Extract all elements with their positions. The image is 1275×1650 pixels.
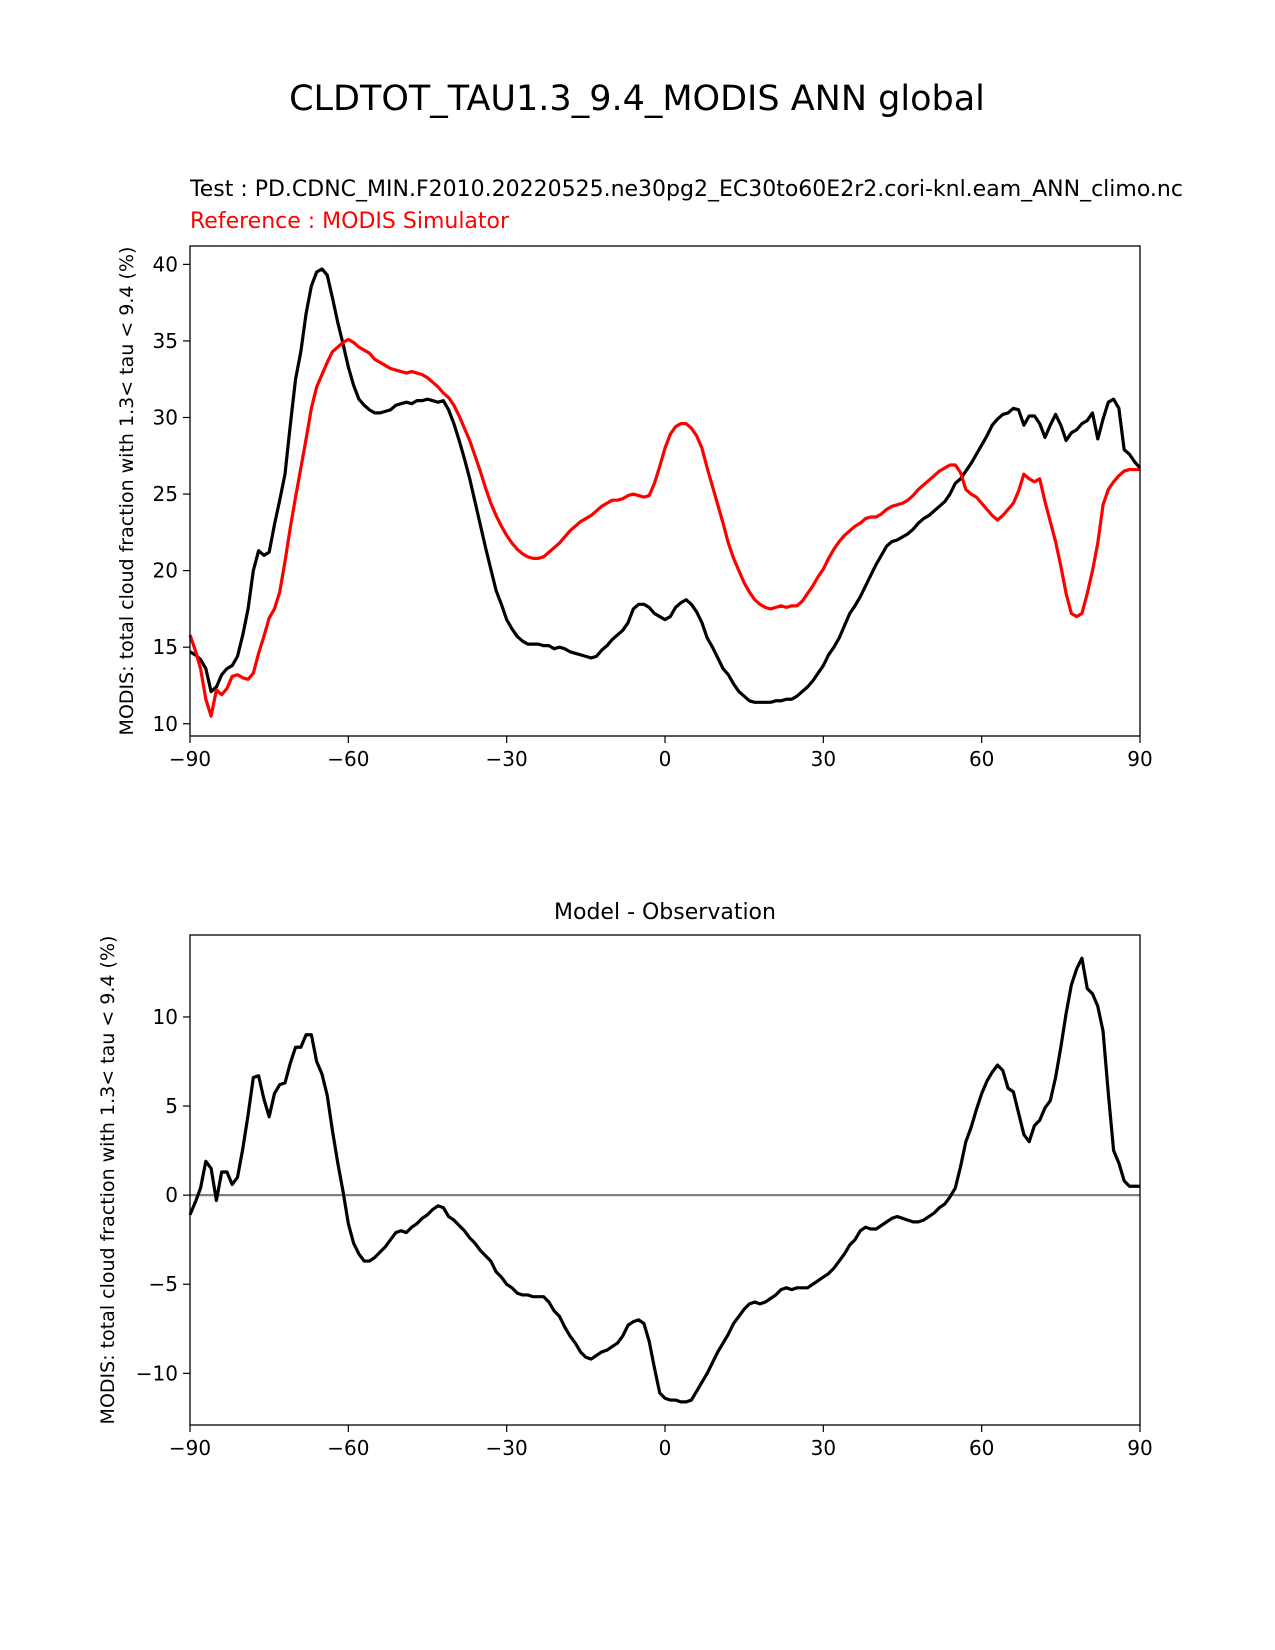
bottom-plot-frame (189, 934, 1141, 1426)
top-series (188, 267, 1142, 718)
bottom-y-tick-label: −5 (149, 1272, 178, 1296)
bottom-series (188, 956, 1140, 1404)
top-y-tick-label: 30 (153, 406, 178, 430)
top-x-tick-label: −90 (169, 747, 211, 771)
top-y-tick-label: 35 (153, 329, 178, 353)
top-y-axis-label: MODIS: total cloud fraction with 1.3< ta… (116, 247, 138, 736)
top-y-tick-label: 25 (153, 482, 178, 506)
bottom-x-tick-label: 60 (969, 1436, 994, 1460)
top-x-tick-label: −30 (486, 747, 528, 771)
figure-title: CLDTOT_TAU1.3_9.4_MODIS ANN global (289, 79, 985, 119)
bottom-panel-title: Model - Observation (554, 900, 776, 925)
bottom-panel: Model - Observation MODIS: total cloud f… (97, 900, 1153, 1460)
top-plot-frame (189, 245, 1141, 737)
top-y-tick-label: 20 (153, 559, 178, 583)
bottom-y-tick-label: 5 (165, 1094, 178, 1118)
bottom-y-axis-label: MODIS: total cloud fraction with 1.3< ta… (97, 936, 119, 1425)
top-x-tick-label: −60 (327, 747, 369, 771)
bottom-series-line-0 (188, 956, 1140, 1404)
top-y-tick-label: 15 (153, 635, 178, 659)
reference-label: Reference : MODIS Simulator (190, 209, 510, 234)
bottom-x-tick-label: 0 (659, 1436, 672, 1460)
bottom-x-tick-label: 30 (811, 1436, 836, 1460)
top-series-line-1 (188, 337, 1140, 718)
top-x-tick-label: 30 (811, 747, 836, 771)
bottom-x-tick-label: −90 (169, 1436, 211, 1460)
bottom-axis-ticks: −90 −60 −30 0 30 60 90 −10 −5 0 5 10 (136, 1005, 1153, 1460)
bottom-x-tick-label: 90 (1127, 1436, 1152, 1460)
top-y-tick-label: 10 (153, 712, 178, 736)
top-axis-ticks: −90 −60 −30 0 30 60 90 10 15 20 25 30 35 40 (153, 252, 1153, 771)
test-label: Test : PD.CDNC_MIN.F2010.20220525.ne30pg… (189, 177, 1183, 202)
top-x-tick-label: 90 (1127, 747, 1152, 771)
bottom-y-tick-label: 0 (165, 1183, 178, 1207)
top-panel: Test : PD.CDNC_MIN.F2010.20220525.ne30pg… (116, 177, 1183, 771)
bottom-y-tick-label: 10 (153, 1005, 178, 1029)
bottom-x-tick-label: −60 (327, 1436, 369, 1460)
top-x-tick-label: 0 (659, 747, 672, 771)
top-x-tick-label: 60 (969, 747, 994, 771)
bottom-x-tick-label: −30 (486, 1436, 528, 1460)
bottom-y-tick-label: −10 (136, 1361, 178, 1385)
top-series-line-0 (189, 267, 1142, 704)
top-y-tick-label: 40 (153, 252, 178, 276)
